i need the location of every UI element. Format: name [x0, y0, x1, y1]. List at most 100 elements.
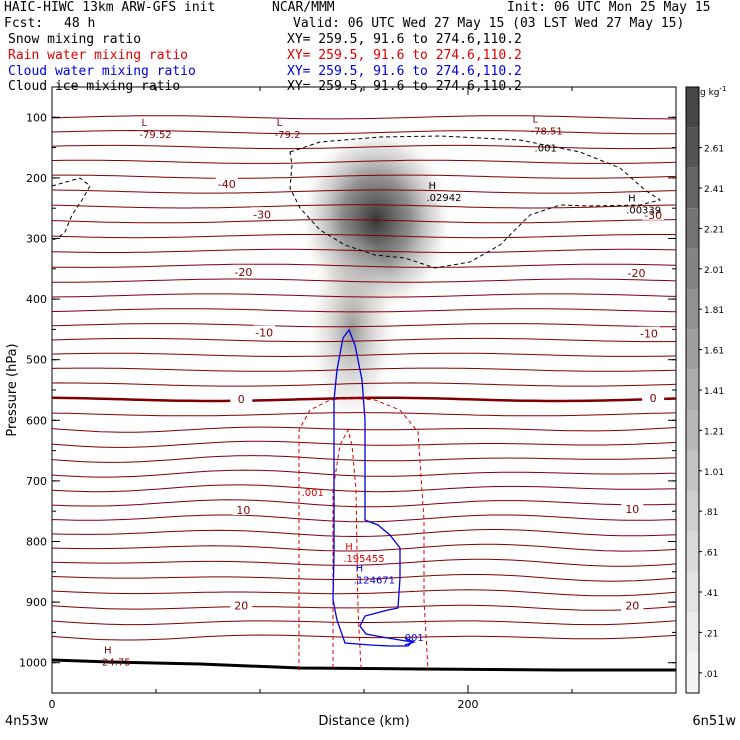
org-label: NCAR/MMM	[272, 0, 335, 15]
extremum-value: .124671	[354, 576, 395, 587]
temp-label-bg	[253, 325, 276, 338]
extremum-marker: H	[428, 181, 436, 192]
y-tick-label: 900	[26, 596, 47, 609]
x-axis-title: Distance (km)	[318, 714, 409, 729]
extremum-value: -79.52	[139, 130, 171, 141]
colorbar-label: .61	[704, 549, 718, 559]
isotherm	[52, 263, 676, 268]
isotherm	[52, 308, 676, 313]
isotherm-zero	[52, 396, 676, 403]
temperature-label: -10	[255, 326, 273, 339]
colorbar: .01 .21 .41 .61 .81 1.01 1.21 1.41 1.61 1.81 2.01 2…	[685, 86, 724, 694]
isotherm	[52, 604, 676, 611]
colorbar-label: .21	[704, 629, 718, 639]
fcst-value: 48 h	[64, 16, 96, 31]
extremum-value: .00339	[626, 205, 661, 216]
isotherm	[52, 634, 676, 641]
isotherm	[52, 174, 676, 179]
isotherm	[52, 455, 676, 463]
isotherm	[52, 574, 676, 582]
isotherm	[52, 543, 676, 552]
isotherm	[52, 426, 676, 433]
temp-label-bg	[625, 266, 648, 279]
colorbar-segment	[686, 329, 699, 370]
temp-label-bg	[232, 502, 255, 515]
y-tick-label: 200	[26, 172, 47, 185]
colorbar-segment	[686, 571, 699, 613]
temperature-label: -20	[234, 266, 252, 279]
temp-label-bg	[230, 392, 253, 405]
temp-label-bg	[230, 598, 253, 611]
isotherm	[52, 558, 676, 567]
colorbar-segment	[686, 369, 699, 411]
y-tick-label: 300	[26, 233, 47, 246]
colorbar-label: 1.81	[704, 306, 724, 316]
isotherm	[52, 514, 676, 523]
colorbar-segment	[686, 652, 699, 693]
colorbar-label: 2.21	[704, 225, 724, 235]
extremum-marker: H	[345, 542, 353, 553]
cloud-water-contour	[332, 328, 414, 647]
colorbar-label: 1.01	[704, 468, 724, 478]
extremum-value: .02942	[426, 193, 461, 204]
colorbar-segment	[686, 612, 699, 653]
colorbar-label: .81	[704, 508, 718, 518]
colorbar-label: 1.61	[704, 347, 724, 357]
temperature-label: -30	[253, 208, 271, 221]
temperature-label: 10	[236, 504, 250, 517]
contour-label: .001	[302, 488, 324, 499]
isotherm	[52, 382, 676, 387]
colorbar-label: 2.01	[704, 266, 724, 276]
colorbar-segment	[686, 87, 699, 128]
field-name-rain: Rain water mixing ratio	[8, 48, 189, 63]
extremum-marker: L	[532, 115, 538, 126]
temperature-label: -30	[644, 209, 662, 222]
terrain-line	[52, 658, 676, 672]
temperature-label: -10	[640, 328, 658, 341]
extremum-marker: H	[628, 193, 636, 204]
valid-time: Valid: 06 UTC Wed 27 May 15 (03 LST Wed …	[293, 16, 685, 31]
isotherm	[52, 499, 676, 508]
isotherm	[52, 234, 676, 239]
colorbar-label: 2.41	[704, 185, 724, 195]
colorbar-label: .01	[704, 670, 718, 680]
temperature-label: 10	[625, 503, 639, 516]
isotherm	[52, 352, 676, 358]
colorbar-label: 2.61	[704, 145, 724, 155]
field-xy-snow: XY= 259.5, 91.6 to 274.6,110.2	[287, 32, 522, 47]
field-xy-cloud-water: XY= 259.5, 91.6 to 274.6,110.2	[287, 64, 522, 79]
colorbar-segment	[686, 167, 699, 209]
temperature-label: 20	[234, 600, 248, 613]
y-tick-label: 1000	[19, 657, 47, 670]
isotherm	[52, 144, 676, 150]
contour-label: .001	[401, 633, 423, 644]
x-tick-label: 0	[49, 698, 56, 711]
extremum-marker: L	[141, 118, 147, 129]
temp-label-bg	[637, 326, 660, 339]
model-title: HAIC-HIWC 13km ARW-GFS init	[4, 0, 216, 15]
temp-label-bg	[642, 390, 665, 403]
y-tick-label: 700	[26, 475, 47, 488]
isotherm	[52, 484, 676, 493]
isotherm	[52, 620, 676, 626]
temp-label-bg	[215, 176, 238, 189]
colorbar-unit-text: g kg	[700, 88, 720, 98]
init-time: Init: 06 UTC Mon 25 May 15	[507, 0, 711, 15]
colorbar-unit: g kg-1	[700, 85, 726, 98]
x-tick-label: 200	[458, 698, 479, 711]
contour-label: .001	[535, 144, 557, 155]
isotherm	[52, 189, 676, 194]
isotherm	[52, 337, 676, 343]
y-axis-title: Pressure (hPa)	[5, 343, 20, 436]
isotherm	[52, 219, 676, 224]
isotherm	[52, 278, 676, 283]
extremum-marker: H	[104, 645, 112, 656]
colorbar-segment	[686, 127, 699, 168]
temperature-label: -20	[627, 267, 645, 280]
temperature-label: 0	[650, 392, 657, 405]
fcst-label: Fcst:	[4, 16, 44, 31]
colorbar-segment	[686, 248, 699, 289]
temp-label-bg	[642, 207, 665, 220]
y-tick-label: 400	[26, 293, 47, 306]
colorbar-segment	[686, 208, 699, 249]
